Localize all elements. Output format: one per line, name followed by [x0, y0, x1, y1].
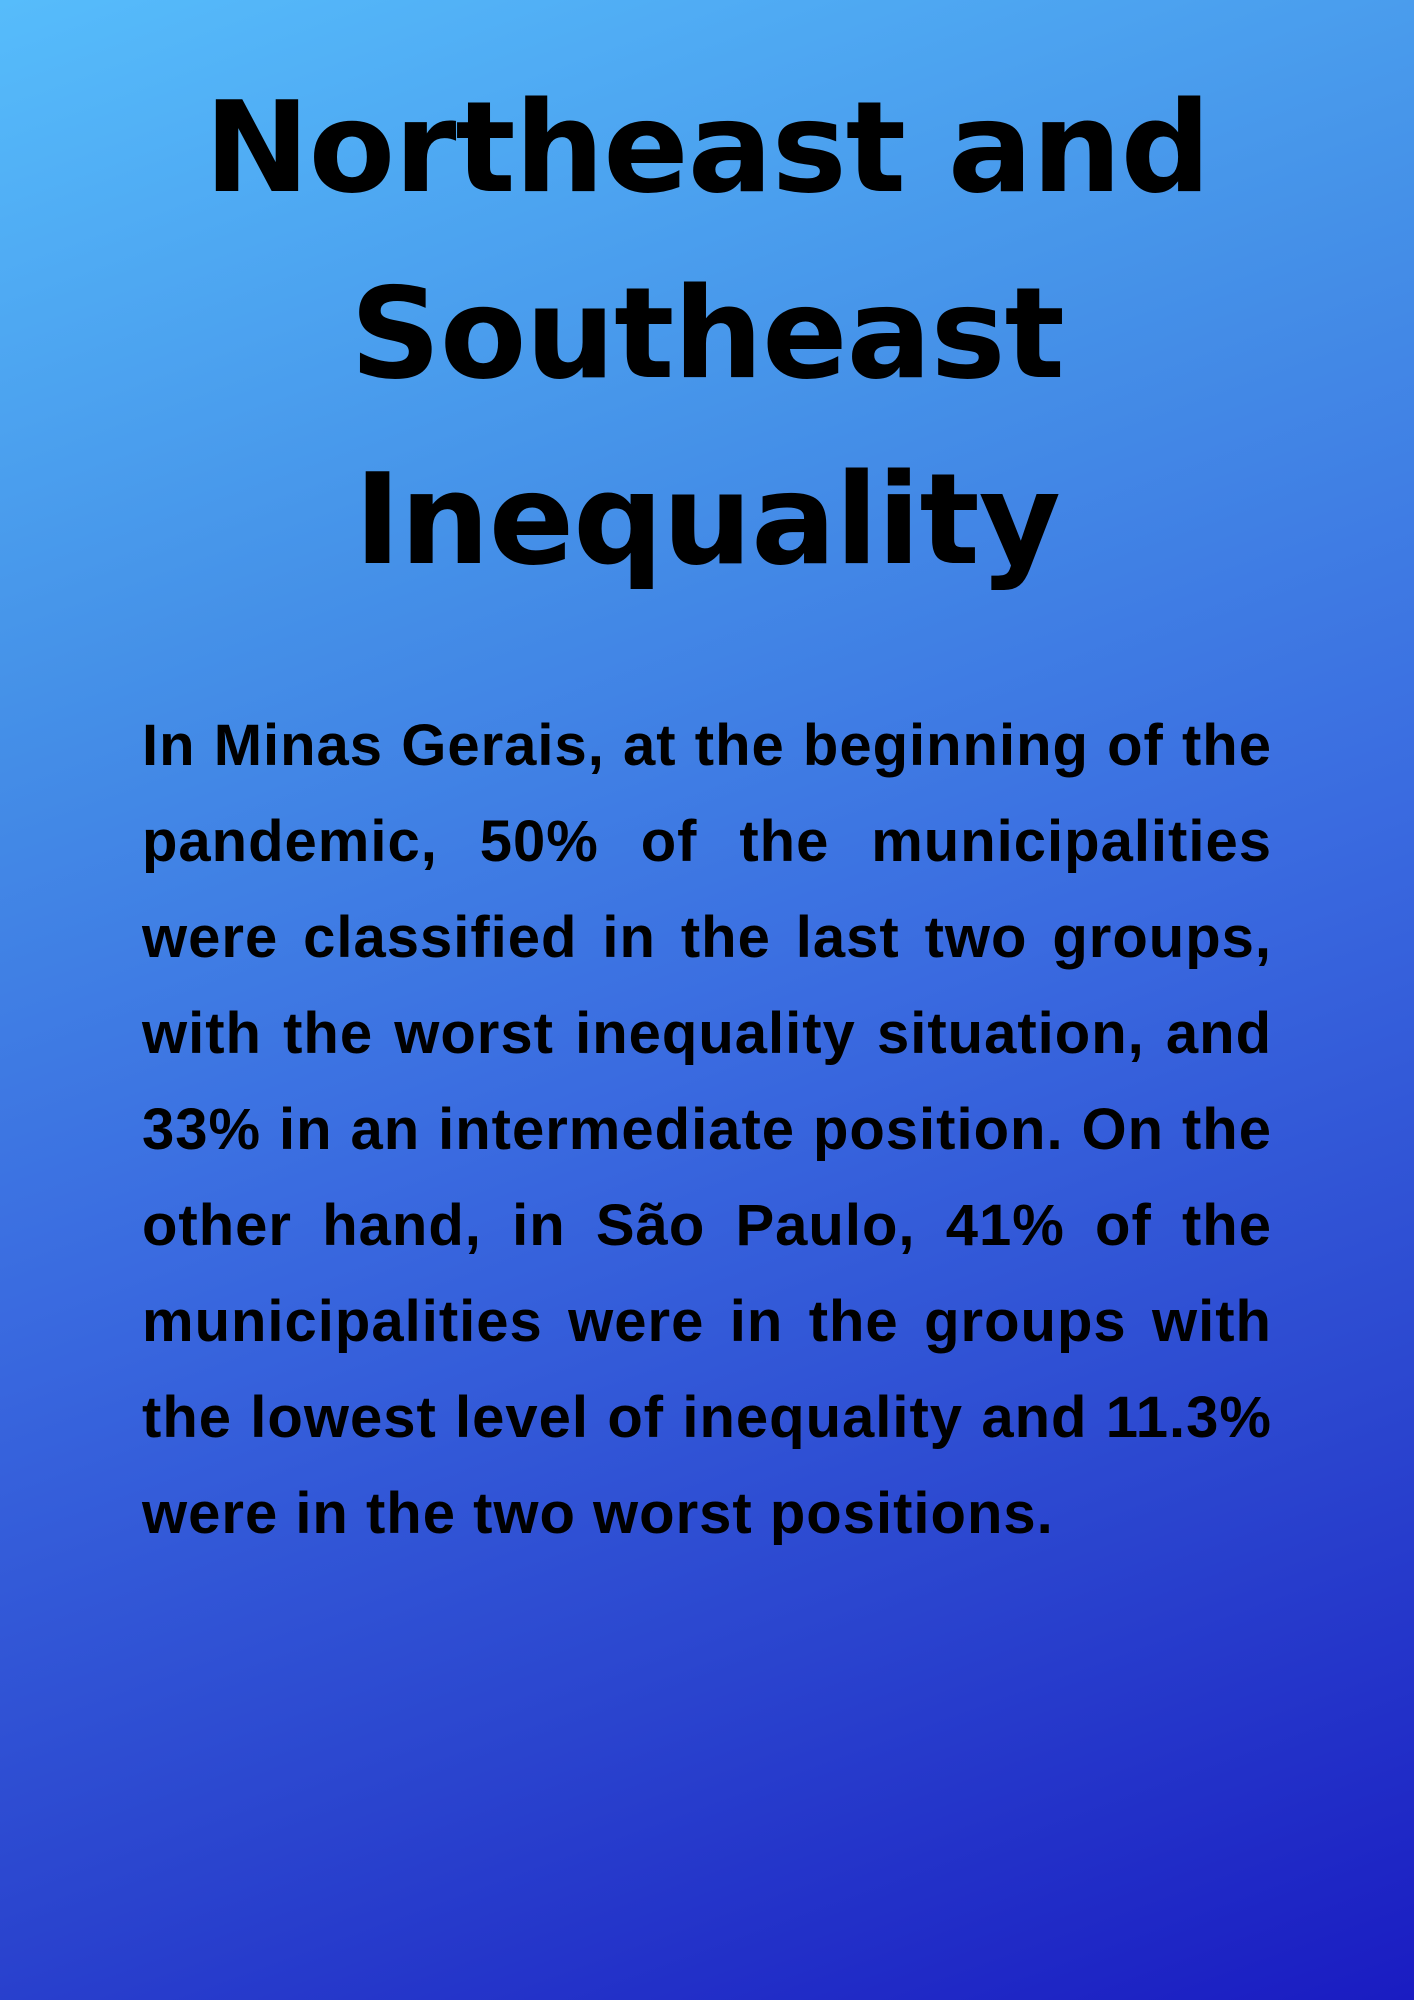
body-paragraph: In Minas Gerais, at the beginning of the…	[142, 713, 1272, 1546]
page-title: Northeast and Southeast Inequality	[204, 74, 1211, 593]
